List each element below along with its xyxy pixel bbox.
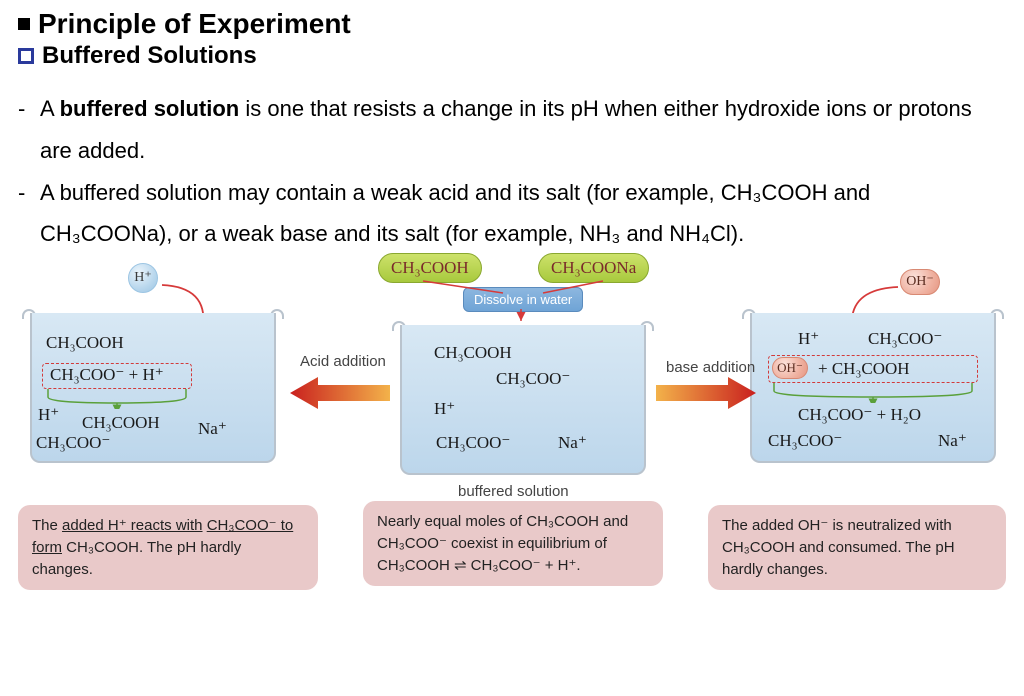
- subtitle-row: Buffered Solutions: [18, 42, 1006, 70]
- bullet-1: - A buffered solution is one that resist…: [18, 88, 1006, 172]
- bl-box: CH₃COO⁻ + H⁺: [50, 365, 164, 385]
- page-subtitle: Buffered Solutions: [42, 42, 257, 70]
- label-base: base addition: [666, 359, 755, 376]
- bm-m1: CH₃COOH: [434, 343, 512, 363]
- arrow-right-icon: [656, 377, 756, 409]
- green-bracket-left-icon: [42, 387, 192, 409]
- bullet-2-text: A buffered solution may contain a weak a…: [40, 172, 1006, 256]
- oh-ion-inside: OH⁻: [772, 357, 808, 379]
- buffered-caption: buffered solution: [458, 483, 569, 500]
- caption-mid: Nearly equal moles of CH₃COOH and CH₃COO…: [363, 501, 663, 586]
- bm-m3: H⁺: [434, 399, 455, 419]
- br-r1a: H⁺: [798, 329, 819, 349]
- bm-m4b: Na⁺: [558, 433, 587, 453]
- br-r3: CH₃COO⁻ + H₂O: [798, 405, 921, 425]
- bullet-1-text: A buffered solution is one that resists …: [40, 88, 1006, 172]
- bl-l4: CH₃COO⁻: [36, 433, 110, 453]
- bl-l3a: H⁺: [38, 405, 59, 425]
- bl-l3c: Na⁺: [198, 419, 227, 439]
- title-row: Principle of Experiment: [18, 8, 1006, 40]
- bullet-2: - A buffered solution may contain a weak…: [18, 172, 1006, 256]
- br-r4b: Na⁺: [938, 431, 967, 451]
- square-bullet-icon: [18, 18, 30, 30]
- bullet-1-pre: A: [40, 96, 60, 121]
- page-title: Principle of Experiment: [38, 8, 351, 40]
- bm-m2: CH₃COO⁻: [496, 369, 570, 389]
- bullet-1-bold: buffered solution: [60, 96, 240, 121]
- dash-icon: -: [18, 172, 40, 256]
- bm-m4a: CH₃COO⁻: [436, 433, 510, 453]
- bl-l1: CH₃COOH: [46, 333, 124, 353]
- beaker-right: H⁺ CH₃COO⁻ OH⁻ + CH₃COOH CH₃COO⁻ + H₂O C…: [738, 293, 1008, 463]
- green-bracket-right-icon: [768, 381, 978, 403]
- caption-left: The added H⁺ reacts with CH₃COO⁻ to form…: [18, 505, 318, 590]
- bullet-list: - A buffered solution is one that resist…: [18, 88, 1006, 255]
- br-r1b: CH₃COO⁻: [868, 329, 942, 349]
- label-acid: Acid addition: [300, 353, 386, 370]
- bl-l3b: CH₃COOH: [82, 413, 160, 433]
- buffer-diagram: CH₃COOH CH₃COONa Dissolve in water H⁺ OH…: [18, 253, 1006, 573]
- dash-icon: -: [18, 88, 40, 172]
- br-r4a: CH₃COO⁻: [768, 431, 842, 451]
- beaker-mid: CH₃COOH CH₃COO⁻ H⁺ CH₃COO⁻ Na⁺: [388, 305, 658, 475]
- caption-right: The added OH⁻ is neutralized with CH₃COO…: [708, 505, 1006, 590]
- arrow-left-icon: [290, 377, 390, 409]
- open-square-bullet-icon: [18, 48, 34, 64]
- beaker-left: CH₃COOH CH₃COO⁻ + H⁺ H⁺ CH₃COOH Na⁺ CH₃C…: [18, 293, 288, 463]
